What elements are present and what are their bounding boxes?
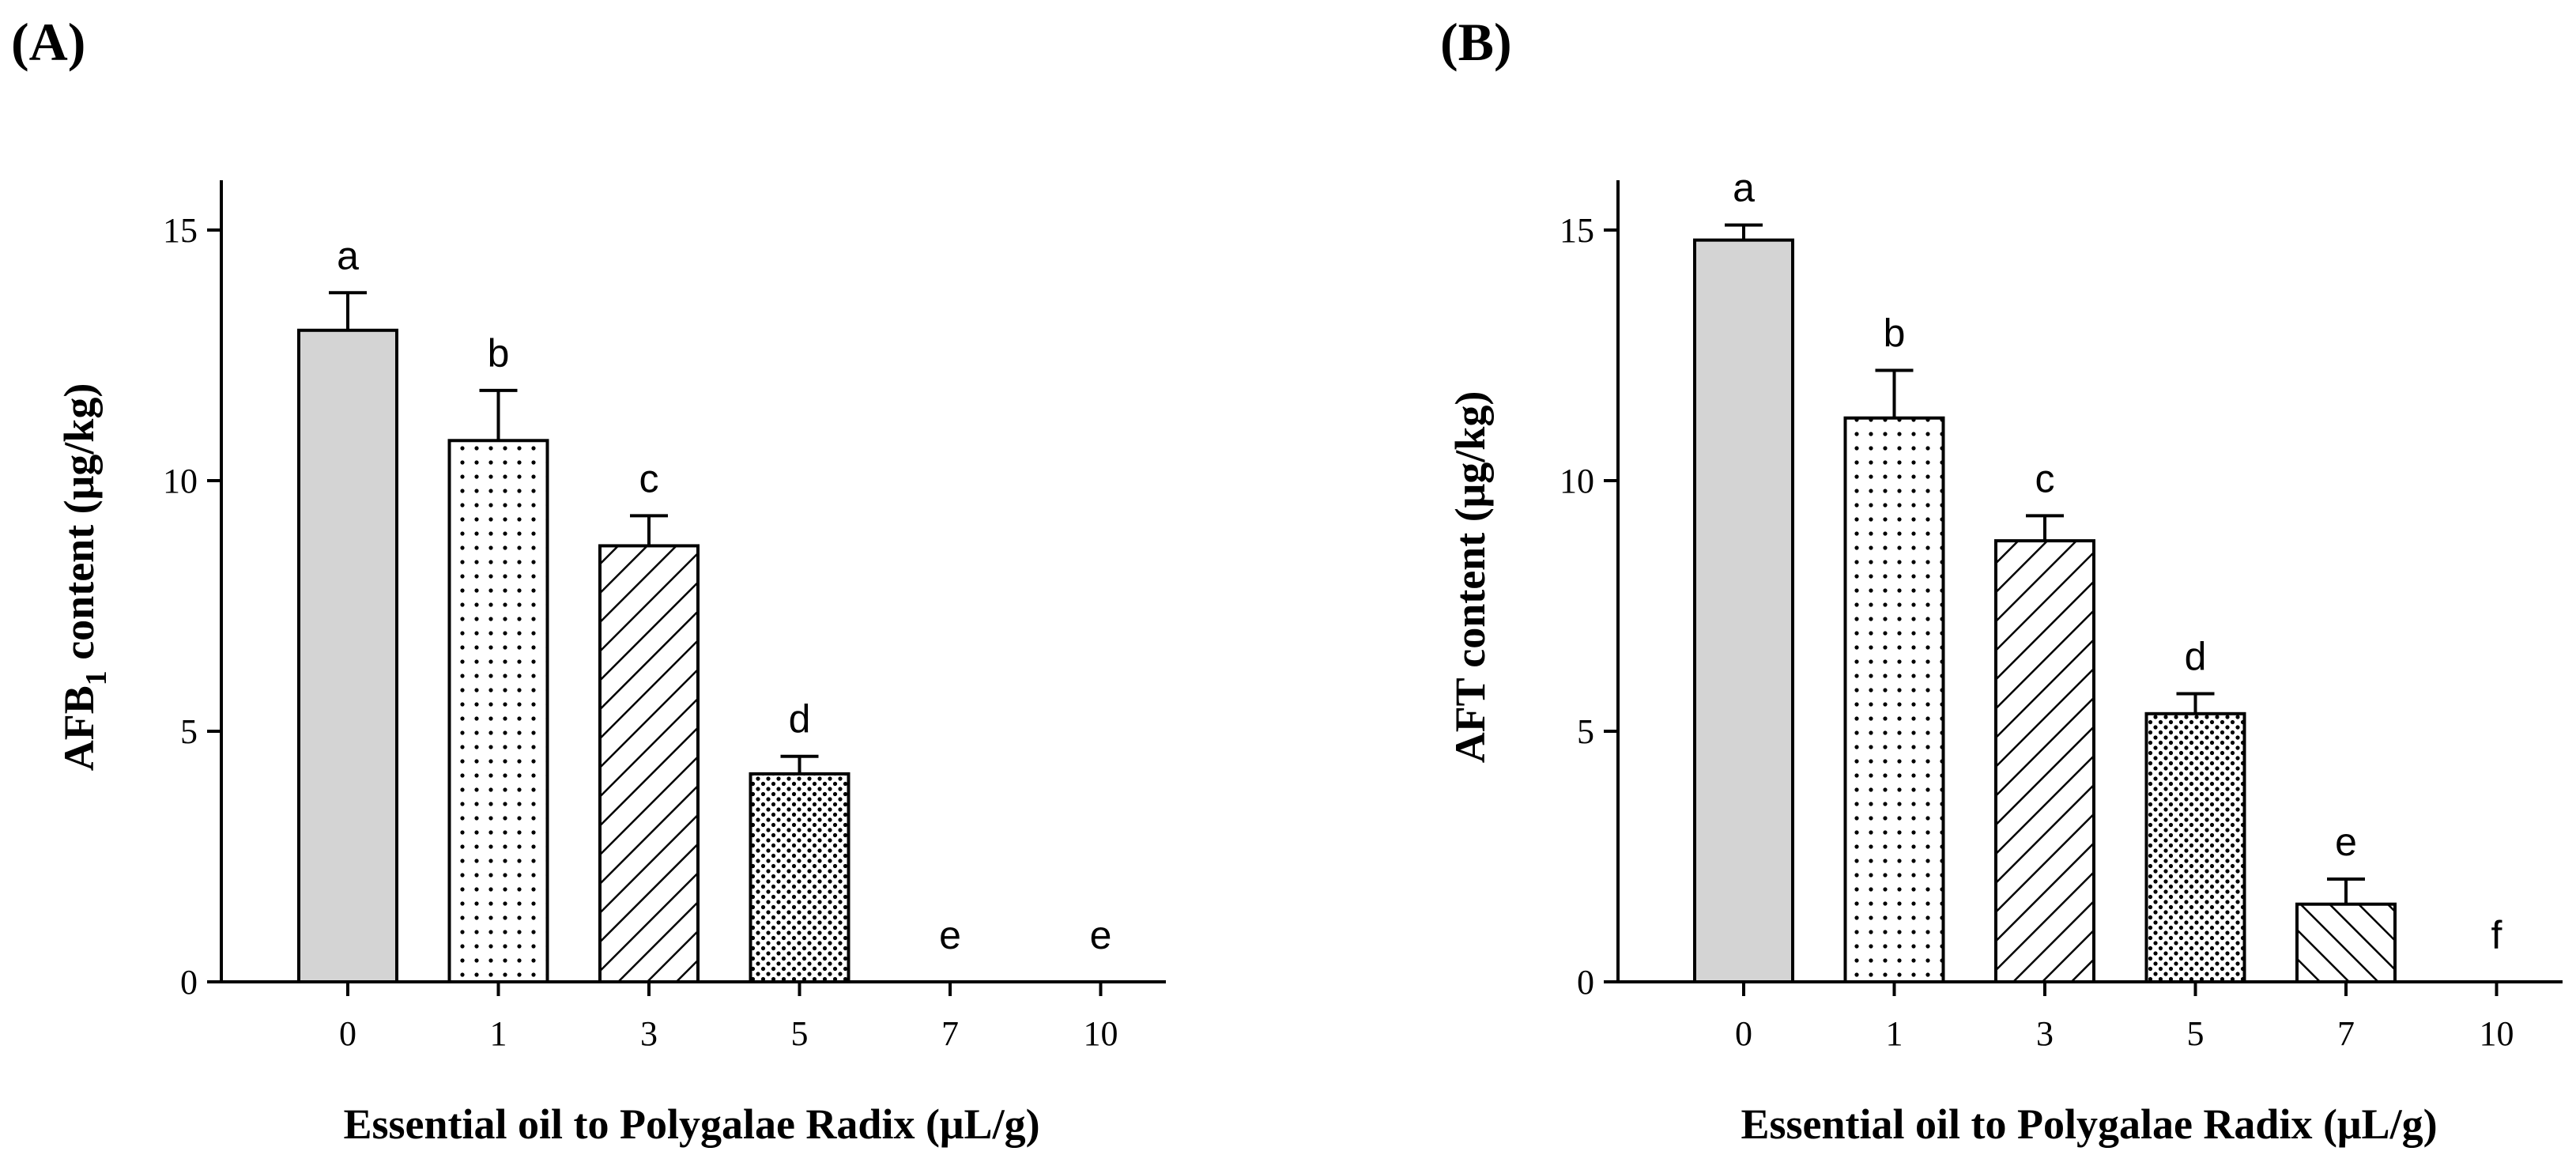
bar <box>447 439 549 983</box>
bar <box>1994 539 2095 983</box>
y-tick-label: 0 <box>180 963 198 1002</box>
y-axis-title: AFB1 content (μg/kg) <box>55 383 113 772</box>
significance-letter: d <box>2185 634 2207 678</box>
x-tick-label: 7 <box>941 1014 959 1053</box>
x-tick-label: 1 <box>490 1014 507 1053</box>
chart-panel-b: AFT content (μg/kg) Essential oil to Pol… <box>1446 166 2563 1148</box>
x-tick-label: 3 <box>640 1014 658 1053</box>
significance-letter: e <box>939 913 961 957</box>
y-tick-label: 5 <box>1577 712 1594 751</box>
x-axis-title: Essential oil to Polygalae Radix (μL/g) <box>1741 1100 2437 1148</box>
panel-label-a: (A) <box>11 12 85 72</box>
x-tick-label: 5 <box>791 1014 809 1053</box>
x-axis-title: Essential oil to Polygalae Radix (μL/g) <box>343 1100 1039 1148</box>
significance-letter: a <box>337 233 359 277</box>
x-tick-label: 5 <box>2187 1014 2204 1053</box>
x-tick-label: 0 <box>339 1014 356 1053</box>
significance-letter: d <box>789 697 811 742</box>
bar <box>1843 416 1945 983</box>
bar <box>749 772 850 983</box>
x-tick-label: 7 <box>2337 1014 2355 1053</box>
y-tick-label: 15 <box>1560 211 1594 250</box>
significance-letter: c <box>2035 456 2055 500</box>
x-tick-label: 10 <box>2480 1014 2514 1053</box>
bar <box>2144 711 2246 983</box>
y-tick-label: 0 <box>1577 963 1594 1002</box>
x-tick-label: 10 <box>1084 1014 1118 1053</box>
significance-letter: e <box>1090 913 1112 957</box>
significance-letter: a <box>1733 166 1755 210</box>
panel-label-b: (B) <box>1440 12 1512 72</box>
x-tick-label: 1 <box>1886 1014 1903 1053</box>
significance-letter: b <box>488 331 510 376</box>
bar <box>1693 238 1794 983</box>
y-tick-label: 15 <box>163 211 198 250</box>
bar <box>598 544 700 983</box>
bar <box>2295 902 2397 983</box>
chart-panel-a: AFB1 content (μg/kg) Essential oil to Po… <box>55 180 1166 1148</box>
y-axis-title: AFT content (μg/kg) <box>1446 391 1494 764</box>
significance-letter: e <box>2335 820 2357 864</box>
significance-letter: c <box>639 456 659 500</box>
y-tick-label: 5 <box>180 712 198 751</box>
y-tick-label: 10 <box>1560 462 1594 500</box>
bar <box>297 328 398 983</box>
x-tick-label: 3 <box>2036 1014 2054 1053</box>
significance-letter: b <box>1884 311 1906 356</box>
y-tick-label: 10 <box>163 462 198 500</box>
x-tick-label: 0 <box>1735 1014 1752 1053</box>
significance-letter: f <box>2491 913 2502 957</box>
